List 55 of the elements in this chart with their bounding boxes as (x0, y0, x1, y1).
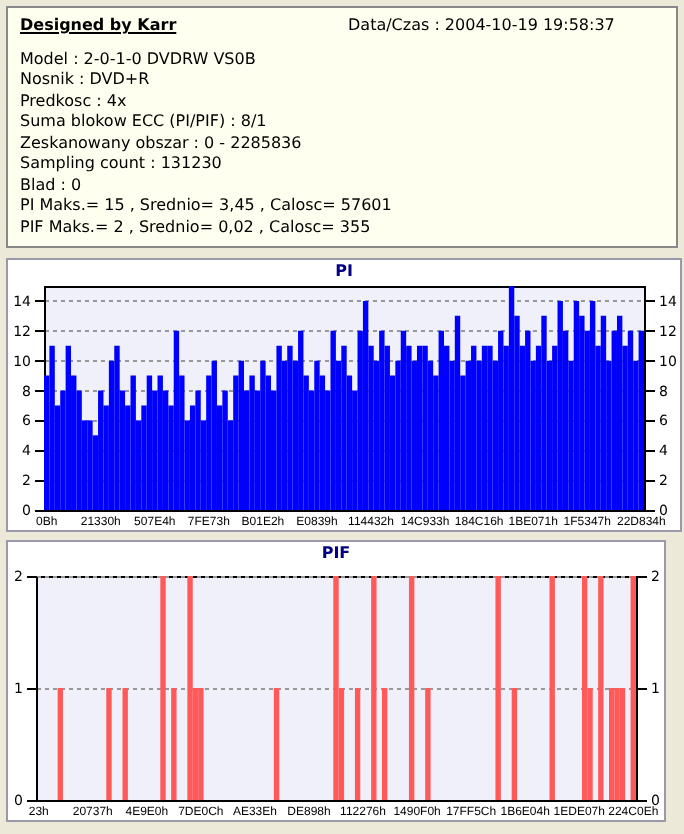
bar (249, 375, 255, 510)
bar (400, 330, 407, 510)
bar (49, 345, 55, 510)
bar (298, 330, 304, 510)
bar (260, 360, 266, 510)
bar (471, 345, 477, 510)
bar (438, 330, 444, 510)
bar (600, 315, 607, 510)
bar (454, 315, 461, 510)
bar (114, 345, 120, 510)
text: Data/Czas : 2004-10-19 19:58:37 (348, 16, 615, 37)
bar (557, 300, 563, 510)
bar (422, 345, 428, 510)
bar (130, 375, 136, 510)
bar (146, 375, 153, 510)
text: Suma blokow ECC (PI/PIF) : 8/1 (20, 112, 269, 133)
text: Zeskanowany obszar : 0 - 2285836 (20, 133, 304, 154)
bar (573, 300, 580, 510)
bar (541, 315, 547, 510)
bar (416, 345, 423, 510)
bar (638, 330, 644, 510)
bar (525, 330, 531, 510)
bar (87, 420, 93, 510)
text: PIF Maks.= 2 , Srednio= 0,02 , Calosc= 355 (20, 217, 373, 238)
bar (65, 345, 72, 510)
bar (173, 330, 180, 510)
text: Nosnik : DVD+R (20, 70, 152, 91)
bar (287, 345, 293, 510)
bar (508, 286, 515, 510)
text: Designed by Karr (20, 16, 177, 34)
bar (379, 330, 385, 510)
bar (314, 360, 320, 510)
text: PI Maks.= 15 , Srednio= 3,45 , Calosc= 57601 (20, 196, 394, 217)
bar (222, 390, 228, 510)
chart-title: PI (335, 262, 353, 280)
bar (211, 360, 217, 510)
bar (157, 375, 163, 510)
text: Blad : 0 (20, 175, 84, 196)
bar (195, 390, 201, 510)
chart-title: PIF (321, 544, 351, 562)
bar (276, 345, 282, 510)
bar (238, 360, 244, 510)
bar (487, 345, 493, 510)
bar (362, 300, 369, 510)
text: Predkosc : 4x (20, 91, 129, 112)
text: Model : 2-0-1-0 DVDRW VS0B (20, 49, 258, 70)
bar (98, 390, 104, 510)
bar (616, 315, 623, 510)
bar (627, 330, 634, 510)
bar (481, 345, 488, 510)
bar (341, 345, 347, 510)
bar (498, 330, 504, 510)
bar (330, 330, 336, 510)
bar (589, 300, 596, 510)
text: Sampling count : 131230 (20, 154, 224, 175)
